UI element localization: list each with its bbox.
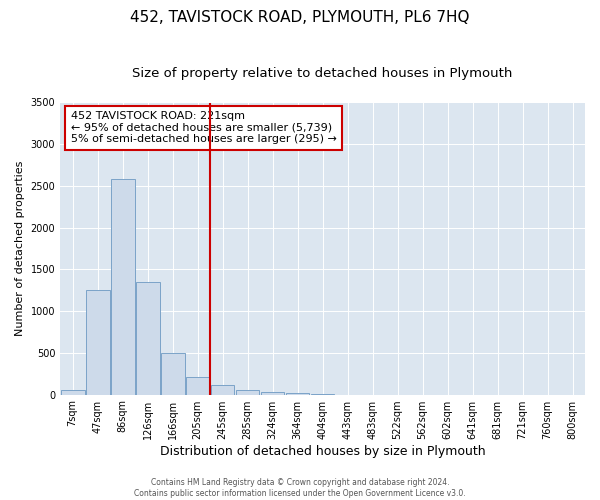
Bar bbox=[111, 180, 134, 394]
Bar bbox=[161, 353, 185, 395]
Title: Size of property relative to detached houses in Plymouth: Size of property relative to detached ho… bbox=[133, 68, 513, 80]
Bar bbox=[136, 282, 160, 395]
Bar bbox=[86, 290, 110, 395]
Text: 452 TAVISTOCK ROAD: 221sqm
← 95% of detached houses are smaller (5,739)
5% of se: 452 TAVISTOCK ROAD: 221sqm ← 95% of deta… bbox=[71, 112, 337, 144]
Text: Contains HM Land Registry data © Crown copyright and database right 2024.
Contai: Contains HM Land Registry data © Crown c… bbox=[134, 478, 466, 498]
Bar bbox=[236, 390, 259, 394]
Bar bbox=[61, 390, 85, 394]
Text: 452, TAVISTOCK ROAD, PLYMOUTH, PL6 7HQ: 452, TAVISTOCK ROAD, PLYMOUTH, PL6 7HQ bbox=[130, 10, 470, 25]
Bar bbox=[186, 378, 209, 394]
Bar bbox=[261, 392, 284, 394]
Bar bbox=[211, 386, 235, 394]
X-axis label: Distribution of detached houses by size in Plymouth: Distribution of detached houses by size … bbox=[160, 444, 485, 458]
Y-axis label: Number of detached properties: Number of detached properties bbox=[15, 161, 25, 336]
